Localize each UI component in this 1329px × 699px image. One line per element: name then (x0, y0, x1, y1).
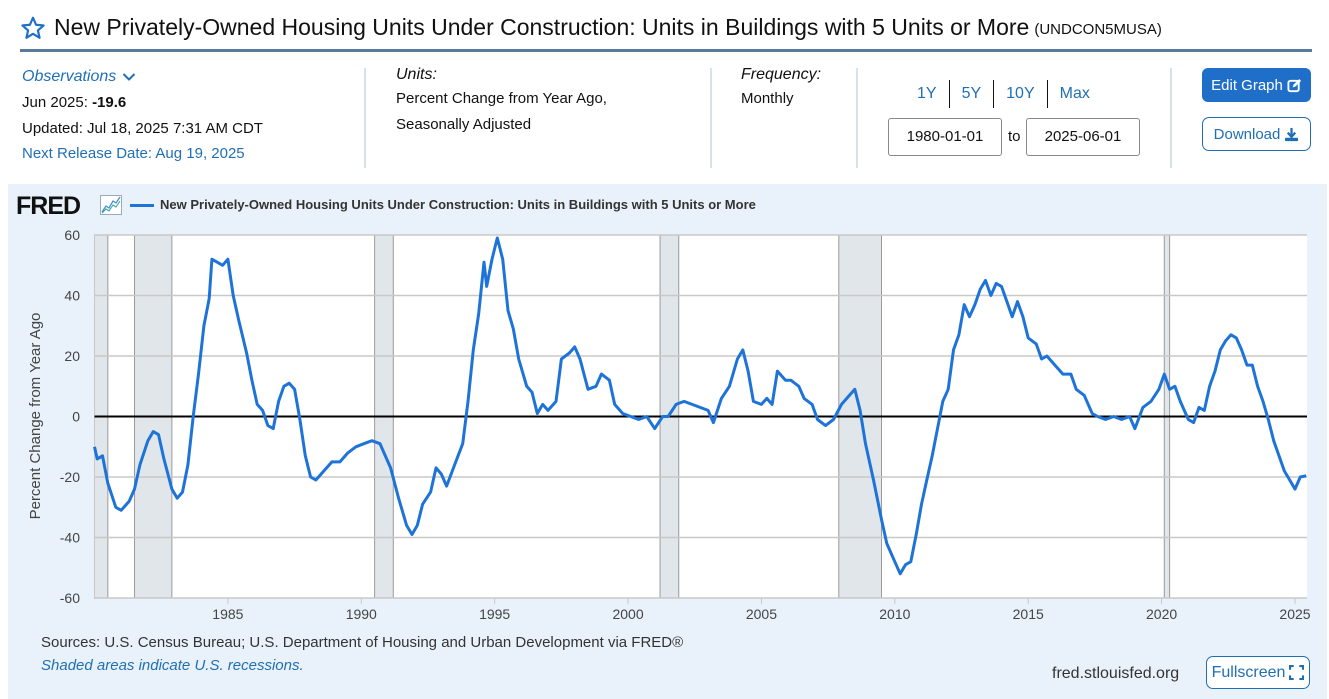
range-1y-button[interactable]: 1Y (917, 85, 937, 102)
range-5y-button[interactable]: 5Y (961, 85, 982, 102)
divider (948, 80, 950, 108)
x-tick-label: 2015 (1013, 606, 1044, 622)
frequency-value: Monthly (741, 90, 794, 107)
chevron-down-icon (123, 73, 136, 81)
y-tick-label: 40 (64, 288, 80, 304)
x-tick-label: 2020 (1146, 606, 1177, 622)
y-tick-label: 0 (72, 409, 80, 425)
edit-icon (1287, 78, 1301, 92)
site-url: fred.stlouisfed.org (1052, 665, 1180, 682)
range-10y-button[interactable]: 10Y (1006, 85, 1035, 102)
recession-note: Shaded areas indicate U.S. recessions. (41, 657, 304, 674)
fred-logo[interactable]: FRED (16, 192, 81, 220)
fullscreen-button[interactable]: Fullscreen (1206, 656, 1310, 689)
y-tick-label: -60 (60, 590, 80, 606)
x-tick-label: 1990 (346, 606, 377, 622)
y-tick-label: -20 (60, 469, 80, 485)
observations-toggle[interactable]: Observations (22, 68, 136, 86)
title-row: New Privately-Owned Housing Units Under … (20, 10, 1312, 52)
y-tick-label: 60 (64, 227, 80, 243)
fullscreen-icon (1289, 665, 1305, 680)
edit-graph-label: Edit Graph (1211, 76, 1283, 94)
units-line-2: Seasonally Adjusted (396, 116, 532, 133)
y-tick-label: 20 (64, 348, 80, 364)
legend-swatch (130, 204, 154, 207)
frequency-block: Frequency: Monthly (741, 66, 821, 112)
page-title: New Privately-Owned Housing Units Under … (54, 14, 1030, 40)
range-buttons: 1Y 5Y 10Y Max (905, 80, 1102, 108)
legend-label: New Privately-Owned Housing Units Under … (160, 197, 756, 212)
download-label: Download (1213, 125, 1281, 143)
y-tick-labels: -60 -40 -20 0 20 40 60 (60, 227, 80, 606)
units-line-1: Percent Change from Year Ago, (396, 90, 607, 107)
units-block: Units: Percent Change from Year Ago, Sea… (396, 66, 607, 138)
x-tick-label: 2000 (612, 606, 643, 622)
divider (710, 68, 712, 168)
divider (856, 68, 858, 168)
start-date-input[interactable]: 1980-01-01 (888, 118, 1002, 156)
star-icon[interactable] (20, 15, 46, 41)
fullscreen-label: Fullscreen (1211, 663, 1286, 681)
divider (364, 68, 366, 168)
units-label: Units: (396, 66, 437, 83)
download-button[interactable]: Download (1202, 117, 1311, 151)
x-tick-labels: 1985 1990 1995 2000 2005 2010 2015 2020 2025 (212, 606, 1310, 622)
x-tick-label: 2005 (746, 606, 777, 622)
gridlines (94, 234, 1307, 604)
range-max-button[interactable]: Max (1059, 85, 1090, 102)
y-tick-label: -40 (60, 530, 80, 546)
edit-graph-button[interactable]: Edit Graph (1202, 68, 1311, 102)
divider (1046, 80, 1048, 108)
frequency-label: Frequency: (741, 66, 822, 83)
sources-note: Sources: U.S. Census Bureau; U.S. Depart… (41, 634, 684, 651)
x-tick-label: 1985 (212, 606, 243, 622)
latest-observation-value: -19.6 (92, 94, 127, 111)
x-tick-label: 1995 (479, 606, 510, 622)
x-tick-label: 2010 (879, 606, 910, 622)
y-axis-label: Percent Change from Year Ago (27, 313, 44, 520)
graph-icon (100, 195, 122, 215)
latest-observation: Jun 2025: -19.6 (22, 94, 126, 111)
to-label: to (1008, 128, 1021, 145)
divider (993, 80, 995, 108)
series-meta: Observations Jun 2025: -19.6 Updated: Ju… (0, 64, 1329, 176)
updated-timestamp: Updated: Jul 18, 2025 7:31 AM CDT (22, 120, 263, 137)
series-id: (UNDCON5MUSA) (1034, 21, 1162, 38)
end-date-input[interactable]: 2025-06-01 (1026, 118, 1140, 156)
download-icon (1285, 127, 1299, 141)
latest-observation-date: Jun 2025: (22, 94, 88, 111)
x-tick-label: 2025 (1279, 606, 1310, 622)
divider (1170, 68, 1172, 168)
next-release-link[interactable]: Next Release Date: Aug 19, 2025 (22, 145, 245, 162)
series-line (93, 236, 1307, 576)
observations-label: Observations (22, 68, 117, 85)
